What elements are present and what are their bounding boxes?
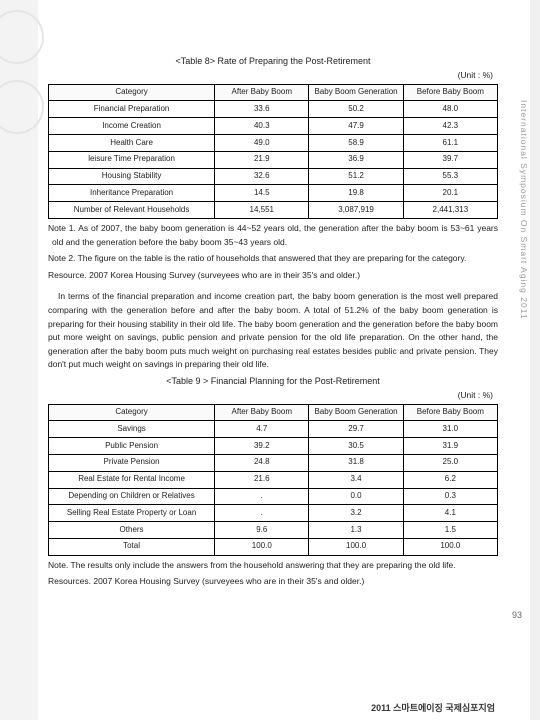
- sidebar-title: International Symposium On Smart Aging 2…: [512, 100, 529, 320]
- resource1: Resource. 2007 Korea Housing Survey (sur…: [48, 269, 498, 283]
- note3: Note. The results only include the answe…: [48, 559, 498, 573]
- table9-unit: (Unit : %): [48, 390, 498, 401]
- page-number: 93: [512, 610, 522, 620]
- note1: Note 1. As of 2007, the baby boom genera…: [48, 222, 498, 249]
- body-para: In terms of the financial preparation an…: [48, 290, 498, 372]
- table9: CategoryAfter Baby BoomBaby Boom Generat…: [48, 404, 498, 556]
- table8: CategoryAfter Baby BoomBaby Boom Generat…: [48, 84, 498, 219]
- main-content: <Table 8> Rate of Preparing the Post-Ret…: [48, 55, 498, 592]
- table8-title: <Table 8> Rate of Preparing the Post-Ret…: [48, 55, 498, 67]
- resource2: Resources. 2007 Korea Housing Survey (su…: [48, 575, 498, 589]
- table8-unit: (Unit : %): [48, 70, 498, 81]
- table9-title: <Table 9 > Financial Planning for the Po…: [48, 375, 498, 387]
- footer-text: 2011 스마트에이징 국제심포지엄: [371, 701, 495, 714]
- note2: Note 2. The figure on the table is the r…: [48, 252, 498, 266]
